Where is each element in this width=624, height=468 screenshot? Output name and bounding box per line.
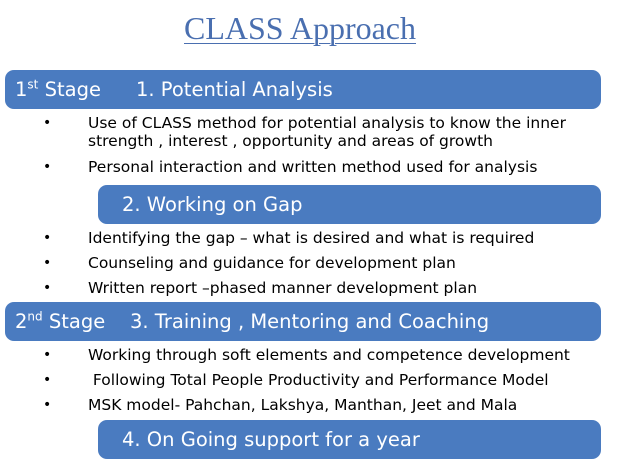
bullet-dot: • (43, 372, 52, 388)
bullet-text: Following Total People Productivity and … (88, 371, 549, 389)
list-item: • Following Total People Productivity an… (0, 371, 624, 389)
list-item: • Use of CLASS method for potential analy… (0, 114, 624, 150)
bullet-text: Personal interaction and written method … (88, 158, 538, 176)
bullet-text: Identifying the gap – what is desired an… (88, 229, 535, 247)
section-1-heading: 1. Potential Analysis (136, 78, 333, 101)
section-3-bullets: • Working through soft elements and compe… (0, 346, 624, 414)
list-item: • MSK model- Pahchan, Lakshya, Manthan, J… (0, 396, 624, 414)
stage-word: Stage (44, 78, 101, 101)
list-item: • Written report –phased manner developme… (0, 279, 624, 297)
bullet-dot: • (43, 255, 52, 271)
bullet-text: Written report –phased manner developmen… (88, 279, 478, 297)
list-item: • Working through soft elements and compe… (0, 346, 624, 364)
section-4-heading: 4. On Going support for a year (122, 428, 420, 451)
section-2-bar: 2. Working on Gap (98, 185, 601, 224)
stage-number: 2 (15, 310, 28, 333)
section-1-bullets: • Use of CLASS method for potential analy… (0, 114, 624, 176)
list-item: • Counseling and guidance for development… (0, 254, 624, 272)
stage-1-bar: 1st Stage 1. Potential Analysis (5, 70, 601, 109)
bullet-dot: • (43, 115, 52, 131)
list-item: • Identifying the gap – what is desired a… (0, 229, 624, 247)
stage-ordinal: st (27, 77, 39, 92)
section-2-bullets: • Identifying the gap – what is desired a… (0, 229, 624, 297)
section-4-bar: 4. On Going support for a year (98, 420, 601, 459)
bullet-dot: • (43, 280, 52, 296)
stage-2-label: 2nd Stage (15, 310, 105, 333)
bullet-text: MSK model- Pahchan, Lakshya, Manthan, Je… (88, 396, 518, 414)
bullet-text: Working through soft elements and compet… (88, 346, 570, 364)
bullet-dot: • (43, 347, 52, 363)
stage-ordinal: nd (27, 309, 43, 324)
stage-number: 1 (15, 78, 28, 101)
stage-word: Stage (48, 310, 106, 333)
bullet-dot: • (43, 230, 52, 246)
section-2-heading: 2. Working on Gap (122, 193, 303, 216)
slide-title: CLASS Approach (184, 10, 416, 46)
bullet-dot: • (43, 159, 52, 175)
stage-1-label: 1st Stage (15, 78, 101, 101)
list-item: • Personal interaction and written method… (0, 158, 624, 176)
section-3-heading: 3. Training , Mentoring and Coaching (130, 310, 490, 333)
stage-2-bar: 2nd Stage 3. Training , Mentoring and Co… (5, 302, 601, 341)
bullet-text: Use of CLASS method for potential analys… (88, 114, 566, 150)
bullet-text: Counseling and guidance for development … (88, 254, 456, 272)
bullet-dot: • (43, 397, 52, 413)
